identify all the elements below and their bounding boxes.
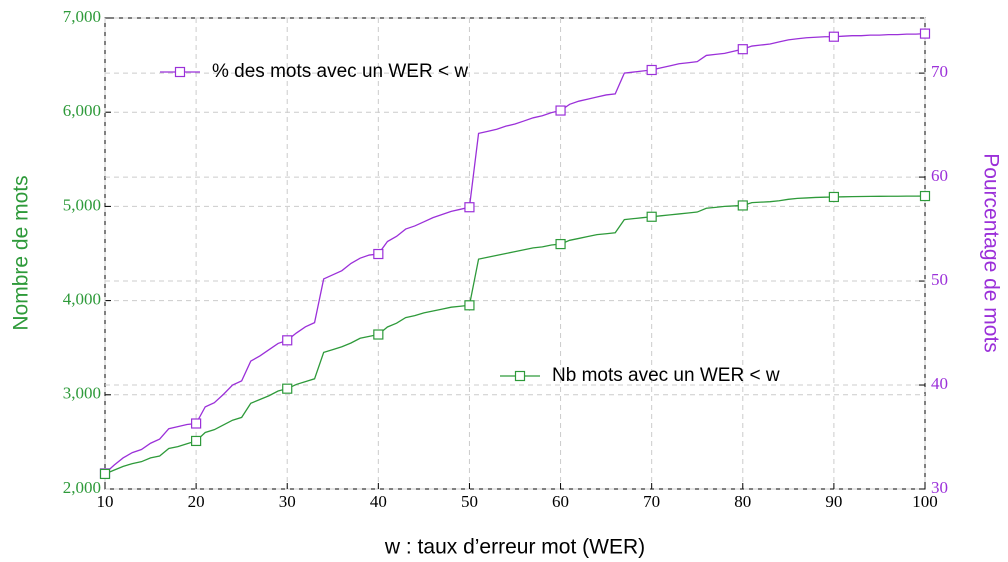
y-axis-label: Nombre de mots [10, 175, 33, 330]
y-tick-label: 6,000 [63, 101, 101, 120]
y2-tick-label: 30 [931, 478, 948, 497]
point-marker [828, 31, 839, 42]
point-marker [282, 335, 293, 346]
point-marker [464, 202, 475, 213]
y2-tick-label: 40 [931, 374, 948, 393]
x-tick-label: 60 [552, 492, 569, 511]
y-tick-label: 5,000 [63, 195, 101, 214]
point-marker [828, 191, 839, 203]
series-line [104, 195, 926, 475]
point-marker [373, 248, 384, 260]
legend-marker [174, 66, 186, 78]
x-tick-label: 50 [461, 492, 478, 511]
plot-frame [104, 17, 926, 490]
legend-marker [514, 370, 526, 382]
series-line [104, 32, 926, 474]
point-marker [555, 238, 566, 250]
point-marker [646, 64, 657, 76]
point-marker [464, 300, 475, 311]
point-marker [919, 190, 931, 202]
point-marker [919, 28, 931, 39]
point-marker [373, 329, 384, 340]
x-tick-label: 100 [912, 492, 938, 511]
point-marker [737, 200, 748, 211]
y2-tick-label: 50 [931, 270, 948, 289]
point-marker [191, 418, 202, 429]
y-tick-label: 3,000 [63, 384, 101, 403]
y2-axis-label: Pourcentage de mots [979, 153, 1002, 353]
x-tick-label: 70 [643, 492, 660, 511]
point-marker [646, 211, 657, 222]
x-tick-label: 30 [279, 492, 296, 511]
x-tick-label: 80 [734, 492, 751, 511]
point-marker [191, 435, 202, 447]
point-marker [737, 44, 748, 55]
x-tick-label: 10 [97, 492, 114, 511]
x-tick-label: 90 [825, 492, 842, 511]
legend-label: Nb mots avec un WER < w [552, 365, 780, 386]
point-marker [99, 468, 111, 480]
point-marker [282, 383, 293, 394]
y2-tick-label: 70 [931, 62, 948, 81]
x-tick-label: 40 [370, 492, 387, 511]
y2-tick-label: 60 [931, 166, 948, 185]
x-tick-label: 20 [188, 492, 205, 511]
y-tick-label: 2,000 [63, 478, 101, 497]
x-axis-label: w : taux d’erreur mot (WER) [384, 536, 645, 559]
legend-label: % des mots avec un WER < w [212, 61, 468, 82]
y-tick-label: 7,000 [63, 7, 101, 26]
point-marker [555, 105, 566, 116]
y-tick-label: 4,000 [63, 290, 101, 309]
